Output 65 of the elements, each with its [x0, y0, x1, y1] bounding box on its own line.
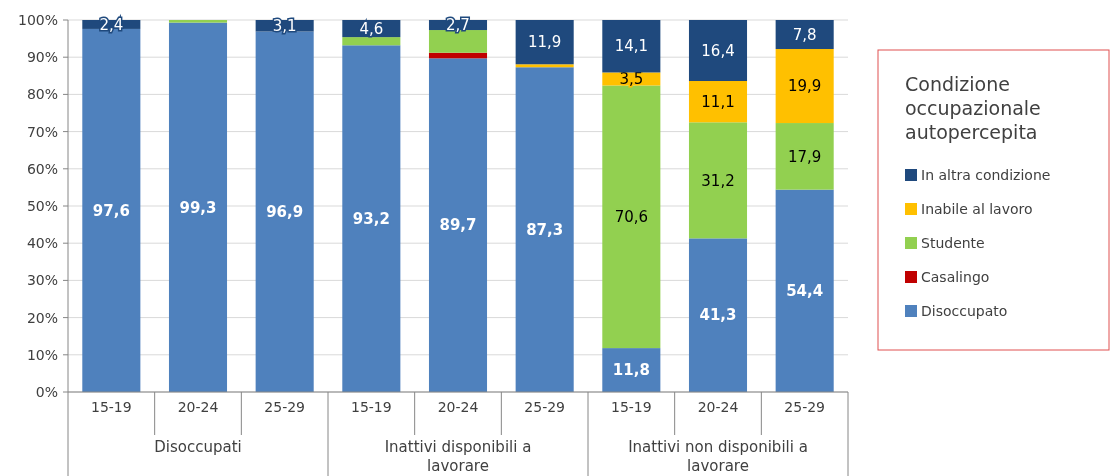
x-tick-label: 20-24 — [437, 399, 479, 415]
bar — [428, 30, 488, 53]
bar — [428, 58, 488, 392]
legend-label: Inabile al lavoro — [921, 200, 1033, 217]
data-label: 31,2 — [701, 171, 735, 190]
bar — [688, 122, 748, 239]
bar — [342, 45, 401, 392]
data-label: 11,9 — [527, 33, 562, 52]
y-tick-label: 90% — [26, 49, 58, 66]
bar — [428, 52, 488, 59]
x-tick-label: 15-19 — [90, 399, 132, 415]
bar — [342, 37, 401, 46]
bar — [515, 64, 574, 68]
data-label: 11,1 — [701, 92, 735, 111]
data-label: 19,9 — [787, 77, 822, 96]
x-tick-label: 25-29 — [524, 399, 566, 415]
legend-label: Casalingo — [921, 268, 990, 285]
data-label: 14,1 — [614, 37, 649, 56]
data-label: 93,2 — [352, 209, 390, 228]
data-label: 99,3 — [179, 198, 217, 217]
bar — [255, 31, 314, 392]
data-label: 96,9 — [266, 203, 304, 222]
data-label: 2,4 — [99, 15, 124, 34]
y-tick-label: 80% — [26, 86, 58, 103]
bar — [515, 67, 574, 392]
x-tick-label: 15-19 — [610, 399, 652, 415]
data-label: 3,5 — [619, 70, 644, 89]
x-tick-label: 20-24 — [177, 399, 219, 415]
x-tick-label: 25-29 — [264, 399, 306, 415]
data-label: 41,3 — [699, 306, 737, 325]
legend-label: Studente — [921, 234, 985, 251]
bar — [168, 22, 228, 392]
y-tick-label: 100% — [17, 11, 58, 28]
data-label: 7,8 — [792, 25, 817, 44]
legend-label: In altra condizione — [921, 166, 1051, 183]
x-tick-label: 15-19 — [350, 399, 392, 415]
y-tick-label: 60% — [26, 160, 58, 177]
data-label: 17,9 — [787, 147, 822, 166]
y-tick-label: 0% — [35, 383, 58, 400]
data-label: 89,7 — [439, 216, 477, 235]
y-tick-label: 70% — [26, 123, 58, 140]
data-label: 16,4 — [701, 41, 735, 60]
legend-title: Condizione occupazionale autopercepita — [905, 73, 1041, 143]
data-label: 11,8 — [612, 361, 650, 380]
text: Inattivi disponibili a lavorare — [384, 438, 532, 475]
data-label: 87,3 — [526, 220, 564, 239]
data-label: 97,6 — [92, 201, 130, 220]
x-tick-label: 25-29 — [784, 399, 826, 415]
data-label: 3,1 — [272, 17, 297, 36]
y-tick-label: 30% — [26, 272, 58, 289]
y-tick-label: 10% — [26, 346, 58, 363]
y-tick-label: 40% — [26, 235, 58, 252]
x-tick-label: 20-24 — [697, 399, 739, 415]
bar — [688, 238, 748, 392]
text: Inattivi non disponibili a lavorare — [628, 438, 808, 475]
y-tick-label: 50% — [26, 197, 58, 214]
data-label: 4,6 — [359, 19, 384, 38]
bar — [602, 85, 661, 349]
data-label: 54,4 — [786, 282, 824, 301]
bar — [775, 189, 834, 392]
data-label: 70,6 — [614, 208, 649, 227]
y-tick-label: 20% — [26, 309, 58, 326]
legend-label: Disoccupato — [921, 302, 1008, 319]
bar — [168, 20, 228, 23]
text: Disoccupati — [154, 438, 242, 456]
